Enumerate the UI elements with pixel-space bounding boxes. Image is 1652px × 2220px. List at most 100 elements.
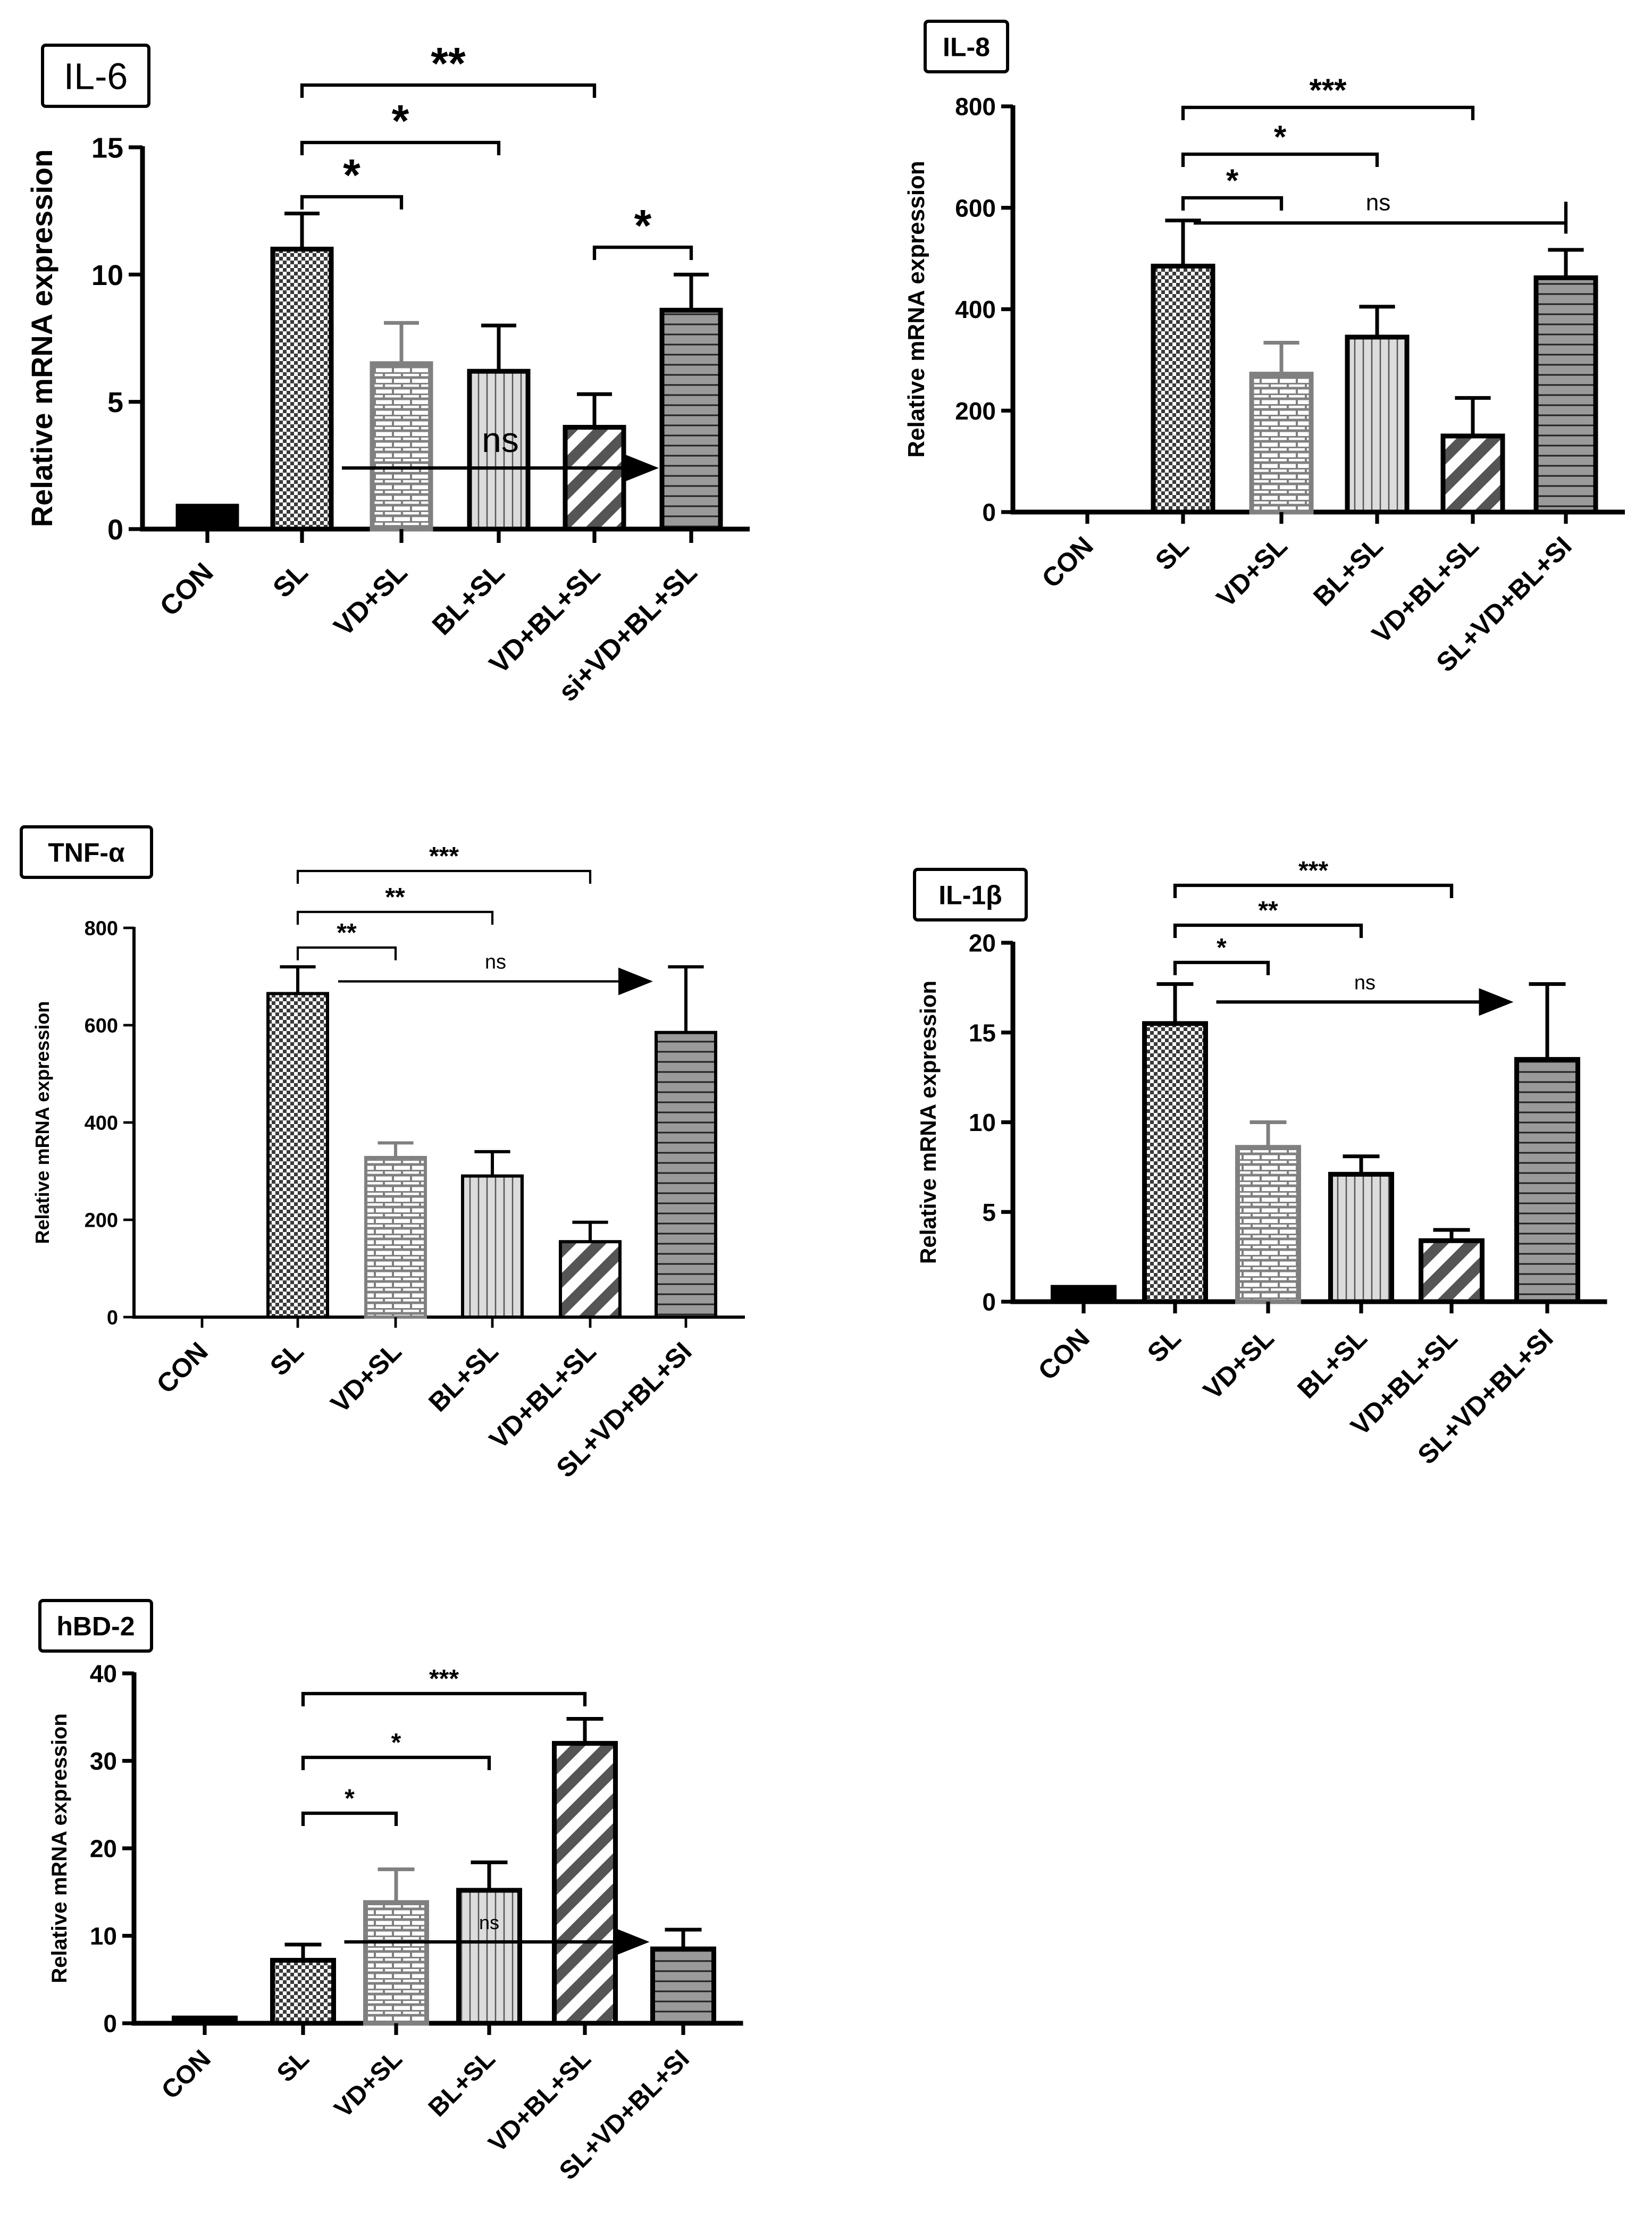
x-tick-label: BL+SL bbox=[1292, 1323, 1373, 1404]
x-tick-label: CON bbox=[156, 2045, 216, 2105]
ns-label: ns bbox=[482, 420, 519, 459]
x-tick-label: VD+SL bbox=[325, 1336, 407, 1419]
significance-label: ** bbox=[337, 919, 357, 947]
bar-con bbox=[175, 504, 239, 532]
significance-label: * bbox=[345, 1785, 355, 1813]
y-axis-label: Relative mRNA expression bbox=[916, 981, 941, 1264]
significance-bracket bbox=[1181, 152, 1379, 167]
y-axis-label: Relative mRNA expression bbox=[31, 1001, 53, 1244]
x-tick-label: VD+SL bbox=[328, 557, 414, 642]
arrowhead-icon bbox=[624, 454, 659, 482]
bar-sl bbox=[270, 246, 334, 532]
bar-vd-bl-sl bbox=[552, 1741, 618, 2026]
significance-bracket bbox=[296, 910, 494, 925]
y-tick-label: 400 bbox=[85, 1112, 118, 1135]
y-tick-label: 800 bbox=[955, 93, 996, 121]
y-axis-label: Relative mRNA expression bbox=[25, 149, 58, 527]
ns-label: ns bbox=[1366, 189, 1390, 215]
significance-bracket bbox=[1173, 883, 1454, 898]
y-tick-label: 20 bbox=[969, 929, 996, 957]
y-tick-label: 40 bbox=[90, 1660, 117, 1688]
bar-vd-sl bbox=[364, 1155, 427, 1319]
bar-vd-sl bbox=[1235, 1145, 1301, 1304]
chart-tnf: TNF-α 0 200 400 600 800 Relative mRNA expressi… bbox=[20, 825, 745, 1484]
y-tick-label: 600 bbox=[85, 1015, 118, 1037]
x-tick-label: BL+SL bbox=[426, 557, 510, 641]
bar-vd-bl-sl bbox=[563, 425, 626, 532]
significance-label: * bbox=[1217, 934, 1227, 962]
x-tick-label: CON bbox=[1033, 1323, 1095, 1386]
significance-bracket bbox=[1181, 105, 1475, 120]
bar-vd-bl-sl bbox=[1419, 1238, 1485, 1304]
y-tick-label: 0 bbox=[107, 514, 123, 546]
bar-sl-vd-bl-si bbox=[1514, 1057, 1580, 1304]
ns-label: ns bbox=[1354, 971, 1376, 994]
y-tick-label: 200 bbox=[955, 397, 996, 425]
arrowhead-icon bbox=[618, 967, 653, 995]
significance-label: *** bbox=[1298, 857, 1328, 885]
chart-title-box bbox=[38, 1599, 153, 1653]
significance-bracket bbox=[300, 83, 597, 98]
significance-bracket bbox=[301, 1755, 491, 1770]
bar-bl-sl bbox=[1328, 1171, 1394, 1304]
x-tick-label: BL+SL bbox=[1307, 531, 1389, 612]
significance-bracket bbox=[300, 140, 501, 155]
ns-comparison-line bbox=[1194, 202, 1568, 234]
x-tick-label: SL bbox=[272, 2045, 315, 2088]
bar-vd-sl bbox=[363, 1900, 429, 2026]
bar-vd-sl bbox=[370, 361, 433, 532]
x-tick-label: CON bbox=[154, 557, 220, 622]
x-tick-label: SL bbox=[264, 1336, 309, 1381]
x-tick-label: VD+SL bbox=[1211, 531, 1293, 613]
y-tick-label: 20 bbox=[90, 1835, 117, 1863]
chart-title: IL-1β bbox=[938, 881, 1002, 910]
bar-vd-bl-sl bbox=[1440, 433, 1505, 515]
significance-bracket bbox=[301, 1811, 398, 1826]
significance-bracket bbox=[592, 245, 693, 260]
significance-bracket bbox=[296, 869, 592, 884]
significance-bracket bbox=[1173, 923, 1363, 938]
arrowhead-icon bbox=[1479, 988, 1514, 1016]
chart-il6: IL-6 0 5 10 15 Relative mRNA expression CON SL V… bbox=[25, 38, 750, 708]
y-tick-label: 5 bbox=[982, 1199, 996, 1226]
chart-title-box bbox=[20, 825, 153, 879]
x-tick-label: SL bbox=[267, 557, 314, 604]
significance-bracket bbox=[296, 946, 397, 960]
significance-label: * bbox=[343, 150, 360, 200]
x-tick-label: SL bbox=[1142, 1323, 1187, 1368]
bar-sl-vd-bl-si bbox=[650, 1946, 716, 2026]
y-tick-label: 800 bbox=[85, 918, 118, 940]
bar-bl-sl bbox=[456, 1888, 522, 2026]
ns-label: ns bbox=[479, 1912, 499, 1933]
chart-title-box bbox=[924, 20, 1009, 73]
arrowhead-icon bbox=[615, 1928, 650, 1956]
bar-sl bbox=[266, 992, 329, 1319]
bar-sl bbox=[270, 1958, 336, 2026]
significance-label: * bbox=[1226, 163, 1239, 198]
significance-bracket bbox=[301, 1691, 587, 1706]
y-tick-label: 0 bbox=[103, 2010, 117, 2038]
chart-title: TNF-α bbox=[48, 838, 125, 868]
significance-label: ** bbox=[1258, 897, 1278, 925]
bar-sl-vd-bl-si bbox=[655, 1031, 717, 1319]
chart-hbd2: hBD-2 0 10 20 30 40 Relative mRNA expression CO… bbox=[38, 1599, 743, 2185]
chart-title-box bbox=[41, 44, 150, 108]
y-tick-label: 0 bbox=[982, 499, 996, 526]
x-tick-label: CON bbox=[151, 1336, 214, 1399]
bar-con bbox=[172, 2015, 238, 2026]
y-tick-label: 10 bbox=[90, 1922, 117, 1950]
y-tick-label: 400 bbox=[955, 296, 996, 323]
chart-title: hBD-2 bbox=[56, 1612, 135, 1641]
chart-il8: IL-8 0 200 400 600 800 Relative mRNA expressio… bbox=[903, 20, 1625, 678]
significance-bracket bbox=[300, 195, 404, 210]
bar-vd-sl bbox=[1249, 372, 1314, 515]
bar-si-vd-bl-sl bbox=[659, 307, 723, 532]
x-tick-label: BL+SL bbox=[423, 1336, 504, 1418]
chart-title: IL-8 bbox=[943, 32, 990, 62]
x-tick-label: SL bbox=[1150, 531, 1195, 576]
y-tick-label: 30 bbox=[90, 1747, 117, 1775]
significance-label: *** bbox=[1309, 72, 1347, 108]
ns-label: ns bbox=[485, 951, 506, 974]
